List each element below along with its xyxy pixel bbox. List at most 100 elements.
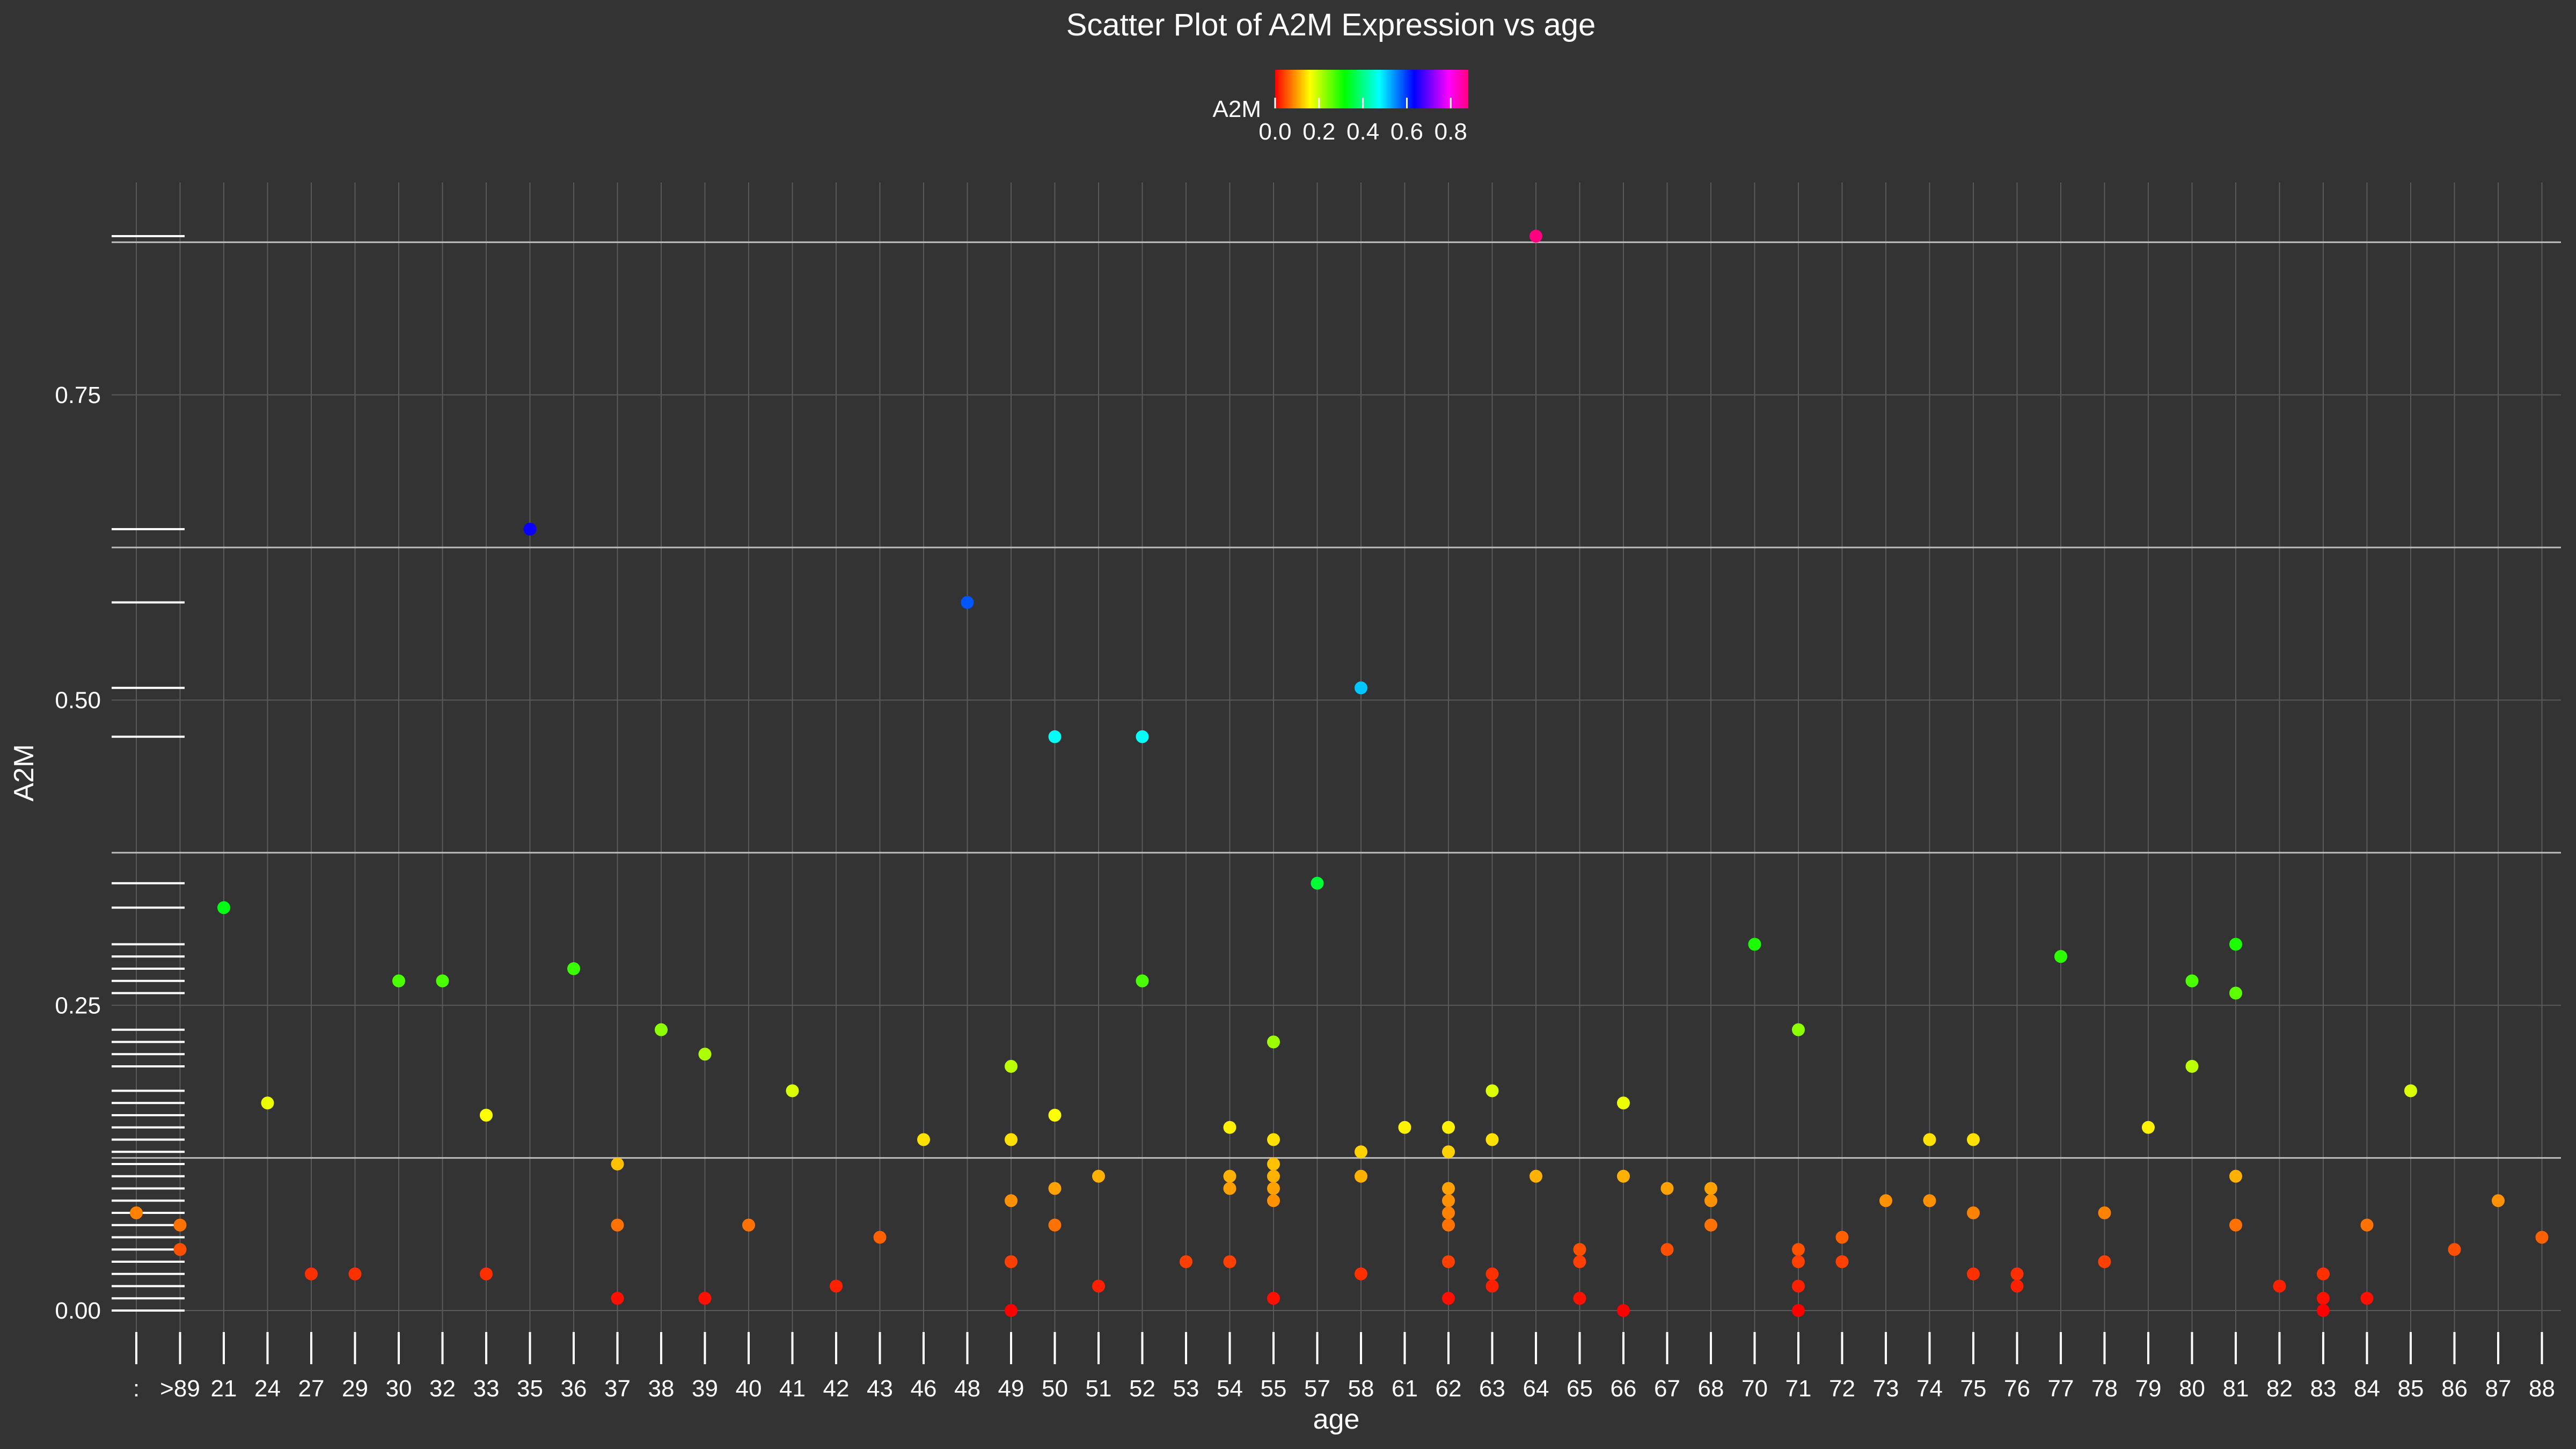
data-point (1529, 230, 1542, 243)
data-point (1355, 1267, 1367, 1280)
data-point (2098, 1206, 2111, 1219)
data-points (130, 230, 2549, 1317)
data-point (2317, 1292, 2330, 1305)
data-point (1048, 1109, 1062, 1122)
data-point (1573, 1292, 1586, 1305)
y-tick-label: 0.50 (55, 687, 101, 714)
data-point (1223, 1182, 1236, 1195)
data-point (173, 1218, 187, 1232)
data-point (2492, 1194, 2505, 1208)
data-point (436, 974, 449, 987)
data-point (1355, 1145, 1367, 1159)
legend-tick-label: 0.2 (1302, 119, 1335, 145)
y-tick-label: 0.25 (55, 992, 101, 1019)
data-point (1267, 1035, 1280, 1049)
data-point (1967, 1267, 1980, 1280)
data-point (2185, 1060, 2199, 1073)
x-tick-label: 38 (648, 1375, 675, 1402)
data-point (1267, 1182, 1280, 1195)
data-point (1617, 1304, 1630, 1317)
legend: A2M 0.0 0.2 0.4 0.6 0.8 (1213, 70, 1468, 145)
data-point (2185, 974, 2199, 987)
x-tick-label: 57 (1304, 1375, 1330, 1402)
x-tick-label: 33 (473, 1375, 500, 1402)
data-point (1835, 1231, 1849, 1244)
x-tick-label: 40 (736, 1375, 762, 1402)
x-tick-label: 39 (692, 1375, 718, 1402)
data-point (830, 1279, 843, 1293)
data-point (1005, 1060, 1018, 1073)
data-point (1573, 1255, 1586, 1268)
data-point (1660, 1182, 1674, 1195)
data-point (873, 1231, 887, 1244)
data-point (2010, 1267, 2024, 1280)
data-point (2317, 1267, 2330, 1280)
data-point (655, 1023, 668, 1036)
data-point (1398, 1121, 1411, 1134)
data-point (1835, 1255, 1849, 1268)
data-point (1442, 1206, 1455, 1219)
data-point (1485, 1133, 1499, 1146)
x-tick-label: 41 (779, 1375, 806, 1402)
data-point (1223, 1121, 1236, 1134)
data-point (1792, 1279, 1805, 1293)
data-point (742, 1218, 755, 1232)
data-point (1792, 1255, 1805, 1268)
data-point (1704, 1182, 1717, 1195)
data-point (786, 1084, 799, 1097)
x-tick-label: 63 (1479, 1375, 1505, 1402)
x-tick-label: 46 (911, 1375, 937, 1402)
data-point (1267, 1169, 1280, 1183)
x-tick-label: 48 (954, 1375, 980, 1402)
data-point (2229, 1169, 2242, 1183)
data-point (961, 596, 974, 609)
x-tick-label: 52 (1129, 1375, 1155, 1402)
x-tick-label: 49 (998, 1375, 1024, 1402)
data-point (2535, 1231, 2549, 1244)
x-axis-title: age (1313, 1404, 1360, 1435)
x-tick-label: 76 (2004, 1375, 2030, 1402)
data-point (917, 1133, 930, 1146)
x-tick-label: : (133, 1375, 140, 1402)
data-point (1048, 1218, 1062, 1232)
data-point (1529, 1169, 1542, 1183)
data-point (1442, 1255, 1455, 1268)
data-point (1355, 1169, 1367, 1183)
data-point (217, 901, 230, 914)
legend-colorbar (1275, 70, 1468, 108)
data-point (1355, 681, 1367, 694)
x-tick-label: 62 (1436, 1375, 1462, 1402)
data-point (1967, 1133, 1980, 1146)
data-point (1704, 1194, 1717, 1208)
x-axis-ticks: : >89 21 24 27 29 30 32 33 35 36 37 38 39 40 41 42 43 46 48… (133, 1332, 2555, 1402)
data-point (1704, 1218, 1717, 1232)
x-tick-label: 66 (1611, 1375, 1637, 1402)
data-point (1485, 1084, 1499, 1097)
data-point (611, 1292, 624, 1305)
x-tick-label: 35 (517, 1375, 543, 1402)
legend-title: A2M (1213, 96, 1261, 122)
x-tick-label: 88 (2529, 1375, 2555, 1402)
data-point (1005, 1255, 1018, 1268)
data-point (1267, 1158, 1280, 1170)
y-tick-label: 0.75 (55, 382, 101, 408)
reference-lines (112, 241, 2561, 1159)
data-point (523, 523, 537, 536)
legend-tick-label: 0.4 (1346, 119, 1379, 145)
x-tick-label: 36 (561, 1375, 587, 1402)
data-point (1792, 1243, 1805, 1256)
data-point (392, 974, 405, 987)
data-point (1967, 1206, 1980, 1219)
x-tick-label: 37 (604, 1375, 631, 1402)
data-point (611, 1158, 624, 1170)
x-tick-label: 80 (2179, 1375, 2205, 1402)
data-point (1792, 1023, 1805, 1036)
data-point (1442, 1292, 1455, 1305)
data-point (1442, 1182, 1455, 1195)
data-point (1311, 876, 1324, 890)
x-tick-label: 79 (2135, 1375, 2162, 1402)
data-point (2229, 1218, 2242, 1232)
data-point (1267, 1292, 1280, 1305)
data-point (2448, 1243, 2461, 1256)
data-point (1048, 730, 1062, 743)
